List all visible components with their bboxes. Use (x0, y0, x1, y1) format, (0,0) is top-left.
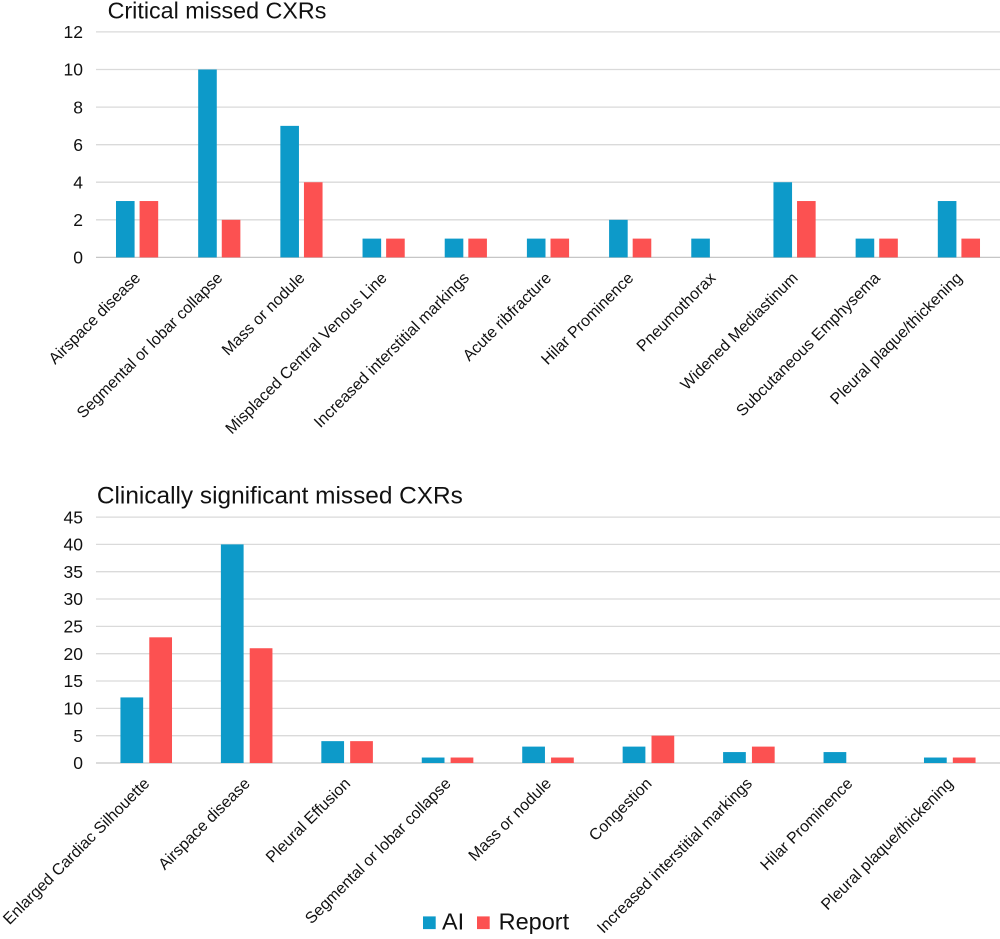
svg-text:0: 0 (73, 248, 83, 268)
svg-text:25: 25 (64, 617, 83, 637)
svg-text:35: 35 (64, 562, 83, 582)
svg-text:Critical missed CXRs: Critical missed CXRs (108, 0, 327, 24)
svg-text:4: 4 (73, 172, 83, 192)
svg-text:Report: Report (499, 909, 570, 934)
svg-text:30: 30 (64, 589, 84, 609)
svg-text:Clinically significant missed: Clinically significant missed CXRs (97, 483, 463, 510)
svg-text:15: 15 (64, 671, 83, 691)
svg-text:8: 8 (73, 97, 83, 117)
svg-text:5: 5 (73, 726, 83, 746)
svg-text:45: 45 (64, 507, 83, 527)
svg-text:40: 40 (64, 535, 84, 555)
svg-text:6: 6 (73, 135, 83, 155)
svg-text:0: 0 (73, 753, 83, 773)
svg-text:2: 2 (73, 210, 83, 230)
svg-text:10: 10 (64, 699, 84, 719)
svg-text:12: 12 (64, 22, 83, 42)
svg-text:AI: AI (442, 909, 464, 934)
svg-text:20: 20 (64, 644, 84, 664)
svg-text:10: 10 (64, 60, 84, 80)
